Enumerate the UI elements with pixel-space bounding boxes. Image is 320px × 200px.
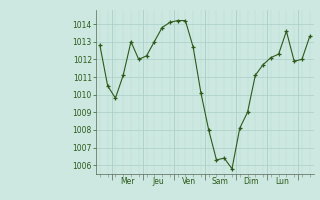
Text: Ven: Ven: [182, 177, 196, 186]
Text: Lun: Lun: [276, 177, 290, 186]
Text: Mer: Mer: [120, 177, 134, 186]
Text: Sam: Sam: [212, 177, 229, 186]
Text: Dim: Dim: [244, 177, 259, 186]
Text: Jeu: Jeu: [152, 177, 164, 186]
